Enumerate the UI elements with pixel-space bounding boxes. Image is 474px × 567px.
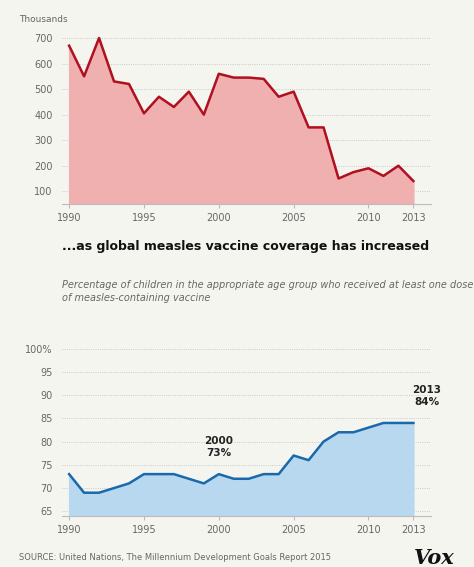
Text: Thousands: Thousands (19, 15, 68, 24)
Text: ...as global measles vaccine coverage has increased: ...as global measles vaccine coverage ha… (62, 240, 429, 253)
Text: Vox: Vox (414, 548, 455, 567)
Text: Percentage of children in the appropriate age group who received at least one do: Percentage of children in the appropriat… (62, 280, 473, 303)
Text: 2000
73%: 2000 73% (204, 436, 233, 458)
Text: 2013
84%: 2013 84% (412, 385, 441, 407)
Text: SOURCE: United Nations, The Millennium Development Goals Report 2015: SOURCE: United Nations, The Millennium D… (19, 553, 331, 562)
